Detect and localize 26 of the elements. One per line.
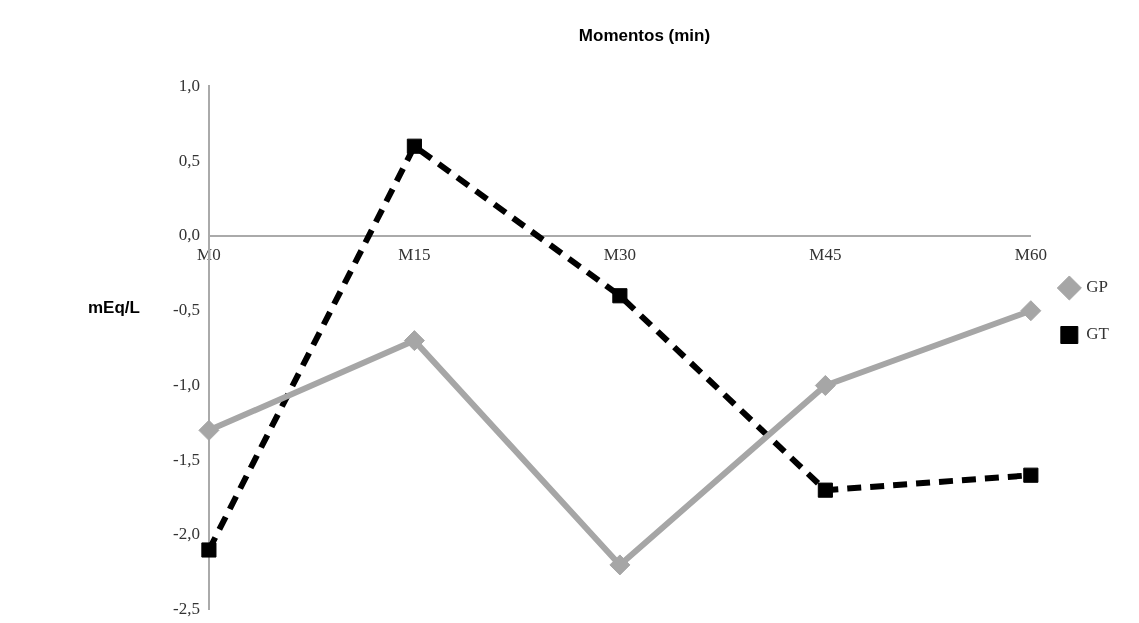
y-tick-label: 1,0 [178, 75, 200, 95]
x-tick-label: M30 [603, 244, 636, 264]
x-tick-label: M45 [809, 244, 842, 264]
x-tick-label: M60 [1014, 244, 1047, 264]
x-tick-label: M15 [398, 244, 431, 264]
point [609, 554, 631, 576]
y-tick-label: -1,0 [172, 374, 200, 394]
chart-title: Momentos (min) [578, 25, 711, 45]
point [406, 138, 422, 154]
y-tick-label: 0,0 [178, 225, 200, 245]
point [814, 374, 836, 396]
point [198, 419, 220, 441]
point [403, 330, 425, 352]
point [612, 288, 628, 304]
legend-label: GP [1086, 277, 1109, 297]
y-tick-label: 0,5 [178, 150, 200, 170]
y-tick-label: -0,5 [172, 300, 200, 320]
y-tick-label: -1,5 [172, 449, 200, 469]
y-tick-label: -2,0 [172, 524, 200, 544]
point [201, 542, 217, 558]
point [1023, 467, 1039, 483]
point [817, 482, 833, 498]
legend-label: GT [1086, 324, 1110, 344]
y-axis-title: mEq/L [88, 298, 140, 318]
y-tick-label: -2,5 [172, 599, 200, 619]
point [1020, 300, 1042, 322]
